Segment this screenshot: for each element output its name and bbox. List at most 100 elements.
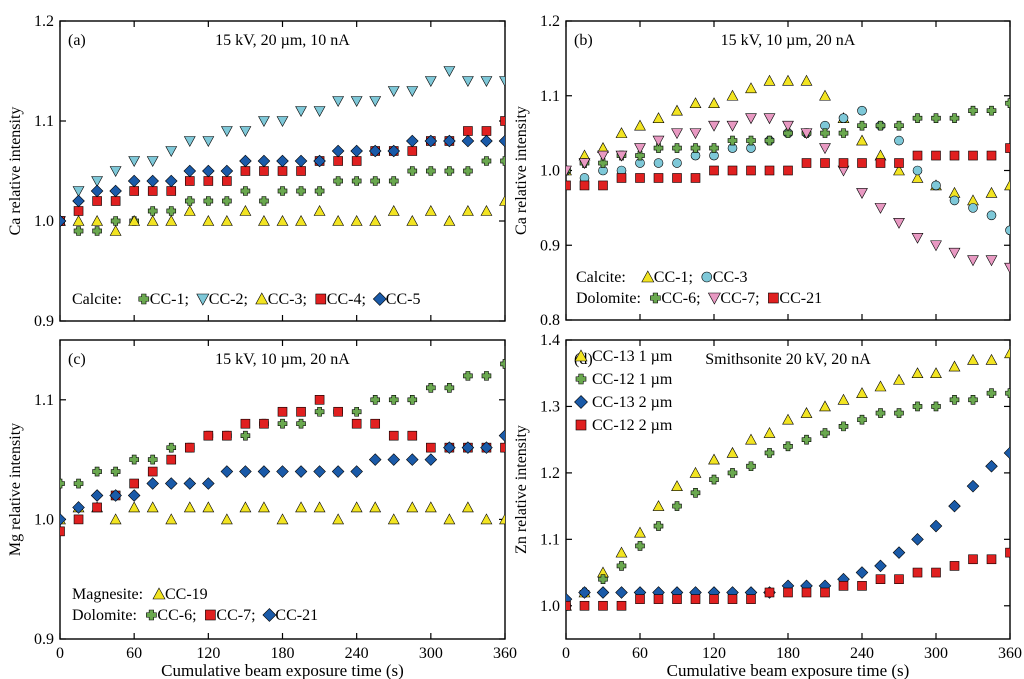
data-point-cc-7 bbox=[92, 502, 102, 513]
data-point-cc-12-1-m bbox=[875, 408, 886, 418]
data-point-cc-21 bbox=[635, 173, 645, 183]
data-point-cc-21 bbox=[653, 173, 664, 183]
data-point-cc-7 bbox=[1004, 262, 1010, 274]
data-point-cc-1 bbox=[763, 74, 776, 86]
data-point-cc-12-2-m bbox=[820, 587, 830, 598]
data-point-cc-6 bbox=[1005, 98, 1010, 109]
data-point-cc-6 bbox=[92, 466, 102, 477]
data-point-cc-6 bbox=[110, 466, 121, 477]
data-point-cc-3 bbox=[183, 204, 196, 216]
legend-entry: CC-19 bbox=[165, 586, 208, 603]
x-tick-label: 240 bbox=[345, 645, 369, 662]
legend-marker bbox=[152, 587, 166, 600]
panel-title: 15 kV, 20 µm, 10 nA bbox=[215, 32, 350, 49]
data-point-cc-7 bbox=[763, 113, 776, 125]
data-point-cc-7 bbox=[708, 120, 720, 132]
legend-entry: CC-13 2 µm bbox=[592, 394, 673, 411]
data-point-cc-1 bbox=[240, 186, 251, 196]
data-point-cc-13-1-m bbox=[967, 353, 979, 365]
data-point-cc-6 bbox=[820, 128, 830, 138]
legend-marker bbox=[315, 293, 327, 305]
legend-entry: CC-2; bbox=[209, 291, 248, 308]
data-point-cc-21 bbox=[331, 465, 345, 478]
data-point-cc-1 bbox=[463, 166, 473, 176]
data-point-cc-12-2-m bbox=[857, 581, 867, 591]
data-point-cc-21 bbox=[968, 150, 978, 161]
data-point-cc-13-1-m bbox=[1004, 347, 1010, 359]
data-point-cc-3 bbox=[480, 204, 493, 216]
legend-marker bbox=[707, 292, 721, 305]
panel-title: 15 kV, 10 µm, 20 nA bbox=[721, 32, 856, 49]
data-point-cc-7 bbox=[333, 406, 343, 417]
data-points bbox=[566, 74, 1010, 274]
legend-entry: CC-1; bbox=[150, 291, 189, 308]
data-point-cc-2 bbox=[109, 166, 122, 178]
data-point-cc-5 bbox=[239, 154, 252, 168]
data-point-cc-2 bbox=[369, 96, 382, 108]
data-point-cc-12-1-m bbox=[672, 501, 682, 511]
y-tick-label: 1.4 bbox=[540, 332, 560, 349]
data-point-cc-7 bbox=[800, 128, 813, 140]
data-point-cc-6 bbox=[240, 430, 251, 441]
data-point-cc-1 bbox=[615, 127, 628, 138]
data-point-cc-5 bbox=[350, 144, 363, 158]
data-point-cc-3 bbox=[1005, 225, 1010, 236]
legend-marker bbox=[768, 292, 779, 304]
data-point-cc-12-2-m bbox=[912, 567, 923, 578]
data-point-cc-12-2-m bbox=[598, 600, 608, 611]
data-point-cc-3 bbox=[72, 214, 85, 226]
data-point-cc-5 bbox=[424, 134, 438, 148]
data-point-cc-7 bbox=[60, 526, 65, 537]
data-point-cc-6 bbox=[370, 394, 381, 405]
data-point-cc-4 bbox=[333, 156, 343, 166]
x-tick-label: 300 bbox=[419, 645, 443, 662]
legend-entry: CC-7; bbox=[720, 290, 759, 307]
data-point-cc-7 bbox=[967, 255, 979, 267]
data-point-cc-7 bbox=[407, 430, 418, 441]
data-point-cc-7 bbox=[277, 406, 288, 417]
data-point-cc-12-2-m bbox=[875, 574, 886, 585]
data-points bbox=[60, 359, 505, 537]
data-point-cc-12-1-m bbox=[635, 541, 645, 551]
data-point-cc-3 bbox=[499, 194, 505, 206]
data-point-cc-19 bbox=[424, 501, 437, 513]
data-point-cc-1 bbox=[708, 97, 720, 109]
data-point-cc-3 bbox=[313, 204, 326, 216]
data-point-cc-5 bbox=[498, 134, 505, 148]
data-point-cc-7 bbox=[351, 418, 362, 429]
data-point-cc-12-2-m bbox=[690, 594, 701, 604]
data-point-cc-12-1-m bbox=[949, 394, 960, 405]
data-point-cc-19 bbox=[369, 501, 382, 513]
data-point-cc-12-2-m bbox=[949, 561, 960, 571]
data-point-cc-1 bbox=[166, 206, 177, 216]
x-tick-label: 60 bbox=[632, 645, 648, 662]
legend-marker bbox=[372, 292, 387, 306]
y-axis-label: Ca relative intensity bbox=[513, 106, 530, 235]
data-point-cc-12-2-m bbox=[1005, 547, 1010, 558]
data-point-cc-7 bbox=[597, 150, 609, 162]
legend-entry: CC-7; bbox=[216, 607, 255, 624]
data-point-cc-13-1-m bbox=[819, 400, 831, 412]
data-point-cc-19 bbox=[183, 501, 196, 513]
y-tick-label: 1.0 bbox=[34, 213, 54, 230]
data-point-cc-19 bbox=[406, 501, 419, 513]
data-point-cc-21 bbox=[146, 477, 159, 490]
data-point-cc-6 bbox=[388, 394, 399, 405]
data-point-cc-21 bbox=[838, 158, 849, 168]
y-tick-label: 1.2 bbox=[34, 13, 54, 30]
data-point-cc-2 bbox=[183, 136, 196, 148]
data-point-cc-7 bbox=[782, 120, 794, 132]
data-point-cc-21 bbox=[1005, 143, 1010, 153]
data-point-cc-13-1-m bbox=[837, 393, 850, 405]
data-point-cc-13-2-m bbox=[985, 459, 998, 473]
data-point-cc-3 bbox=[369, 214, 382, 226]
data-point-cc-12-2-m bbox=[566, 600, 571, 611]
data-point-cc-7 bbox=[166, 454, 177, 465]
data-point-cc-5 bbox=[60, 214, 67, 228]
data-points bbox=[60, 66, 505, 236]
data-point-cc-3 bbox=[894, 135, 904, 146]
data-point-cc-12-1-m bbox=[1005, 388, 1010, 398]
data-point-cc-7 bbox=[930, 240, 942, 252]
data-point-cc-12-2-m bbox=[801, 587, 812, 598]
data-point-cc-6 bbox=[672, 143, 682, 153]
